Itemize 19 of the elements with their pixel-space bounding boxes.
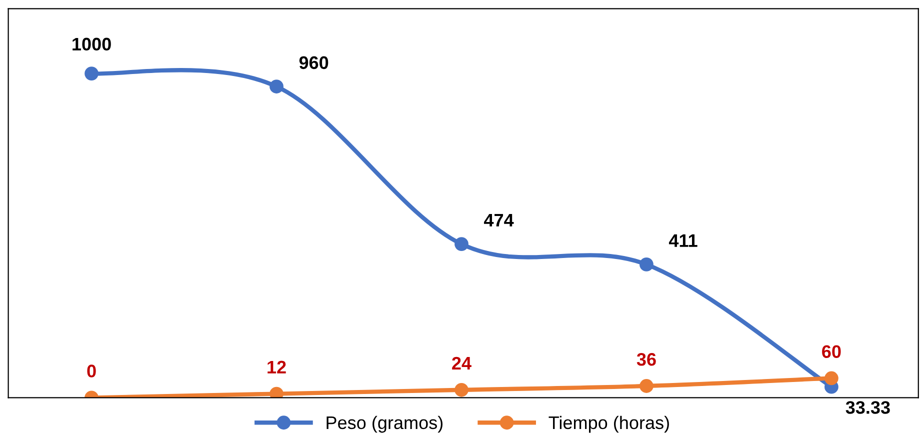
data-label: 33.33 xyxy=(846,401,890,414)
point xyxy=(640,258,654,272)
data-label: 36 xyxy=(636,352,656,366)
point xyxy=(824,371,838,386)
data-label: 1000 xyxy=(72,38,111,51)
legend-label: Tiempo (horas) xyxy=(548,416,669,433)
data-label: 0 xyxy=(87,364,96,378)
point xyxy=(454,237,468,251)
legend-label: Peso (gramos) xyxy=(326,416,443,433)
data-label: 474 xyxy=(484,214,514,226)
point xyxy=(270,80,284,94)
point xyxy=(454,382,468,397)
data-label: 12 xyxy=(268,360,286,374)
point xyxy=(640,379,654,393)
data-label: 960 xyxy=(299,56,328,70)
data-label: 60 xyxy=(822,345,841,358)
data-label: 24 xyxy=(452,356,472,370)
data-label: 411 xyxy=(668,234,698,247)
point xyxy=(84,66,98,81)
